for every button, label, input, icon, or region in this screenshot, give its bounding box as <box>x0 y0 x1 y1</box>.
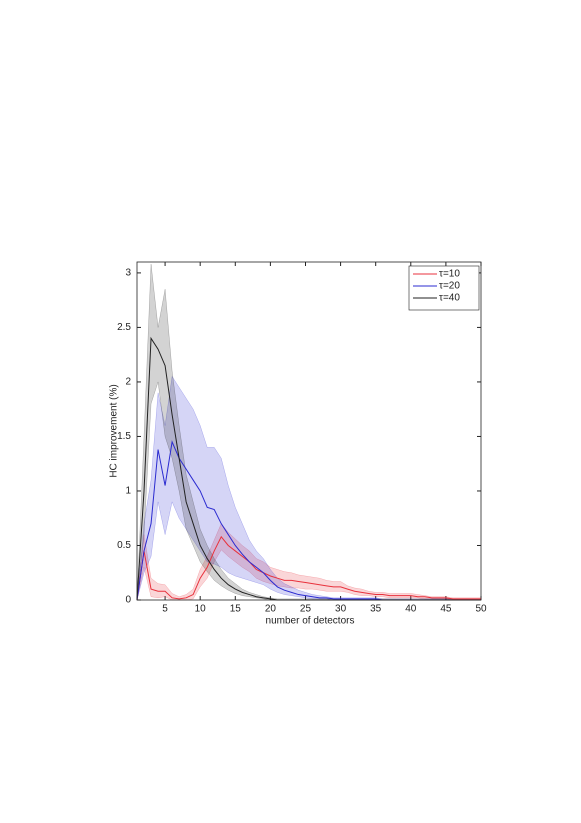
legend-label: τ=10 <box>439 269 460 280</box>
y-tick-label: 0.5 <box>117 540 131 551</box>
y-axis-label: HC improvement (%) <box>109 384 120 477</box>
x-tick-label: 50 <box>475 604 487 615</box>
y-tick-label: 0 <box>125 595 131 606</box>
legend-box <box>408 265 480 311</box>
line <box>136 535 481 601</box>
x-tick-label: 10 <box>195 604 207 615</box>
y-tick-label: 1 <box>125 486 131 497</box>
plot-frame <box>136 261 482 601</box>
x-tick-label: 40 <box>405 604 417 615</box>
y-tick-label: 2.5 <box>117 322 131 333</box>
legend-label: τ=40 <box>439 293 460 304</box>
x-tick-label: 20 <box>265 604 277 615</box>
legend-label: τ=20 <box>439 281 460 292</box>
x-tick-label: 35 <box>370 604 382 615</box>
y-tick-label: 2 <box>125 377 131 388</box>
y-tick-label: 3 <box>125 268 131 279</box>
x-tick-label: 30 <box>335 604 347 615</box>
y-tick-label: 1.5 <box>117 431 131 442</box>
x-tick-label: 25 <box>300 604 312 615</box>
x-tick-label: 45 <box>440 604 452 615</box>
x-axis-label: number of detectors <box>266 616 355 627</box>
x-tick-label: 5 <box>162 604 168 615</box>
x-tick-label: 15 <box>230 604 242 615</box>
